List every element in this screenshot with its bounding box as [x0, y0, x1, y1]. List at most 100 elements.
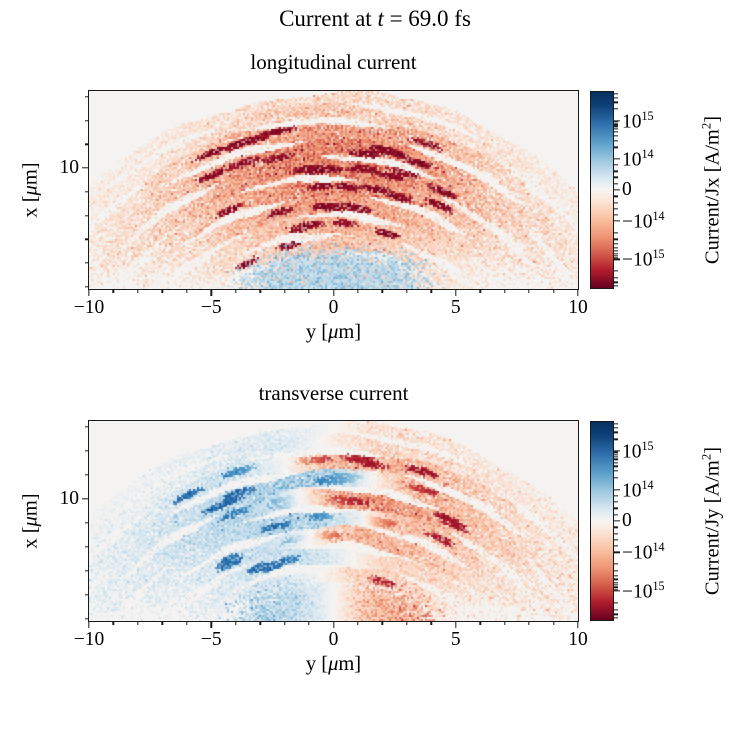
- text-part: ]: [701, 115, 724, 123]
- text-part: m]: [19, 162, 42, 186]
- tick-mark: [613, 454, 618, 456]
- text-part: m]: [338, 321, 362, 343]
- tick-mark: [613, 170, 618, 173]
- tick-mark: [613, 514, 618, 516]
- tick-mark: [85, 522, 89, 524]
- x-tick-label: −5: [200, 297, 222, 318]
- colorbar-tick-label: −1015: [622, 247, 665, 272]
- text-part: μ: [19, 185, 42, 196]
- tick-mark: [503, 289, 506, 293]
- tick-mark: [613, 427, 618, 429]
- text-part: μ: [328, 653, 339, 675]
- tick-mark: [332, 621, 335, 628]
- tick-mark: [613, 101, 618, 104]
- y-axis-label: x [μm]: [20, 493, 43, 548]
- tick-mark: [613, 214, 618, 216]
- text-part: y [: [305, 653, 329, 675]
- tick-mark: [613, 477, 618, 479]
- tick-mark: [85, 191, 89, 193]
- tick-mark: [85, 262, 89, 264]
- text-part: 14: [652, 540, 665, 555]
- tick-mark: [308, 289, 310, 293]
- tick-mark: [613, 220, 620, 222]
- tick-mark: [85, 617, 89, 620]
- tick-mark: [479, 621, 481, 625]
- text-part: −10: [622, 211, 653, 233]
- tick-mark: [613, 123, 618, 125]
- colorbar-tick-label: 1014: [622, 477, 654, 502]
- colorbar-label: Current/Jy [A/m2]: [700, 447, 725, 595]
- tick-mark: [613, 207, 618, 210]
- tick-mark: [613, 470, 618, 472]
- text-part: −10: [622, 542, 653, 564]
- tick-mark: [85, 570, 89, 572]
- tick-mark: [234, 621, 237, 625]
- tick-mark: [85, 474, 89, 476]
- tick-mark: [613, 97, 618, 99]
- tick-mark: [234, 289, 237, 293]
- colorbar-tick-label: 0: [622, 179, 632, 200]
- tick-mark: [82, 498, 89, 500]
- text-part: Current/Jy [A/m: [701, 460, 724, 596]
- tick-mark: [613, 450, 620, 452]
- tick-mark: [88, 289, 90, 296]
- figure-title: Current at t = 69.0 fs: [0, 6, 750, 32]
- tick-mark: [613, 570, 618, 572]
- colorbar: 1015 1014 0 −1014 −1015: [590, 421, 665, 621]
- tick-mark: [613, 232, 618, 234]
- colorbar-tick-label: 1015: [622, 108, 654, 133]
- tick-mark: [613, 285, 618, 287]
- colorbar-tick-label: 0: [622, 510, 632, 531]
- colorbar-tick-label: −1014: [622, 540, 665, 565]
- tick-mark: [137, 289, 139, 293]
- tick-mark: [613, 608, 618, 611]
- x-tick-label: 0: [328, 297, 339, 318]
- tick-mark: [85, 285, 89, 288]
- text-part: 14: [641, 146, 654, 161]
- tick-mark: [613, 495, 618, 497]
- tick-mark: [613, 431, 618, 434]
- text-part: = 69.0 fs: [383, 6, 471, 31]
- tick-mark: [186, 621, 188, 625]
- tick-mark: [577, 621, 579, 628]
- tick-mark: [85, 426, 89, 428]
- tick-mark: [613, 588, 618, 591]
- tick-mark: [381, 621, 384, 625]
- tick-mark: [308, 621, 310, 625]
- tick-mark: [613, 281, 618, 283]
- text-part: y [: [305, 321, 329, 343]
- text-part: 15: [652, 578, 665, 593]
- tick-mark: [613, 255, 618, 257]
- tick-mark: [613, 158, 620, 160]
- text-part: x [: [19, 195, 42, 218]
- text-part: ]: [701, 446, 724, 454]
- text-part: 14: [641, 477, 654, 492]
- text-part: −10: [622, 581, 653, 603]
- y-axis-label: x [μm]: [20, 162, 43, 217]
- tick-mark: [613, 581, 618, 584]
- tick-mark: [613, 501, 618, 503]
- tick-mark: [613, 574, 618, 577]
- tick-mark: [357, 289, 359, 293]
- text-part: 15: [641, 438, 654, 453]
- subplot-title: transverse current: [258, 381, 409, 405]
- x-tick-label: −5: [200, 629, 222, 650]
- subplot-title: longitudinal current: [250, 50, 417, 74]
- tick-mark: [613, 456, 618, 458]
- plot-area: −10 −5 0 5 10 10: [60, 90, 588, 318]
- tick-mark: [259, 289, 261, 293]
- x-tick-label: 10: [568, 629, 588, 650]
- text-part: μ: [19, 516, 42, 527]
- tick-mark: [613, 238, 618, 241]
- tick-mark: [430, 621, 432, 625]
- colorbar-tick-label: 1015: [622, 439, 654, 464]
- tick-mark: [210, 289, 212, 296]
- x-tick-label: −10: [73, 297, 105, 318]
- tick-mark: [613, 451, 618, 454]
- tick-mark: [161, 289, 164, 293]
- tick-mark: [455, 621, 457, 628]
- tick-mark: [85, 143, 89, 145]
- tick-mark: [85, 214, 89, 217]
- text-part: 2: [699, 122, 714, 130]
